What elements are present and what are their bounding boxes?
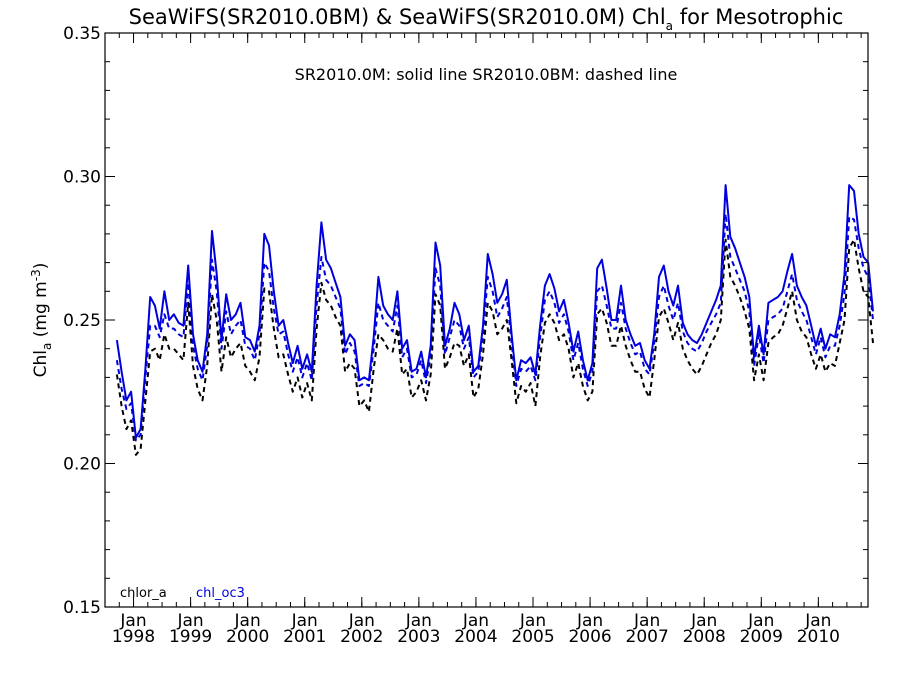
legend-chl-oc3: chl_oc3 (196, 586, 245, 601)
y-tick-label: 0.35 (63, 24, 101, 44)
x-tick-year: 2005 (511, 627, 554, 647)
series-line-chl-oc3-solid (115, 184, 874, 439)
series-line-chl-oc3-dashed (115, 212, 874, 442)
y-tick-label: 0.30 (63, 168, 101, 188)
x-tick-year: 2006 (568, 627, 611, 647)
x-tick-year: 1999 (169, 627, 212, 647)
legend-chlor-a: chlor_a (120, 586, 167, 601)
y-axis: 0.15 0.20 0.25 0.30 0.35 (63, 24, 868, 618)
x-tick-year: 2002 (340, 627, 383, 647)
x-tick-month: Jan (405, 611, 432, 631)
x-tick-month: Jan (519, 611, 546, 631)
x-tick-month: Jan (119, 611, 146, 631)
chart-title: SeaWiFS(SR2010.0BM) & SeaWiFS(SR2010.0M)… (129, 5, 844, 33)
x-tick-month: Jan (690, 611, 717, 631)
legend: chlor_a chl_oc3 (120, 586, 245, 601)
y-axis-label: Chla (mg m-3) (29, 263, 54, 378)
x-tick-month: Jan (633, 611, 660, 631)
x-tick-month: Jan (462, 611, 489, 631)
series-line-chlor-a-dashed (115, 238, 874, 456)
x-tick-year: 2010 (797, 627, 840, 647)
x-tick-year: 2004 (454, 627, 497, 647)
x-tick-month: Jan (176, 611, 203, 631)
x-tick-month: Jan (576, 611, 603, 631)
plot-frame (104, 32, 869, 608)
y-tick-label: 0.25 (63, 311, 101, 331)
x-tick-month: Jan (291, 611, 318, 631)
x-axis: Jan1998Jan1999Jan2000Jan2001Jan2002Jan20… (112, 33, 862, 647)
x-tick-year: 2000 (226, 627, 269, 647)
y-tick-label: 0.20 (63, 455, 101, 475)
x-tick-year: 2009 (740, 627, 783, 647)
x-tick-year: 2008 (683, 627, 726, 647)
x-tick-month: Jan (804, 611, 831, 631)
series-layer (115, 184, 874, 456)
y-tick-label: 0.15 (63, 598, 101, 618)
x-tick-month: Jan (348, 611, 375, 631)
line-style-annotation: SR2010.0M: solid line SR2010.0BM: dashed… (295, 65, 678, 84)
x-tick-month: Jan (747, 611, 774, 631)
x-tick-year: 1998 (112, 627, 155, 647)
x-tick-year: 2003 (397, 627, 440, 647)
x-tick-year: 2001 (283, 627, 326, 647)
x-tick-month: Jan (234, 611, 261, 631)
x-tick-year: 2007 (626, 627, 669, 647)
